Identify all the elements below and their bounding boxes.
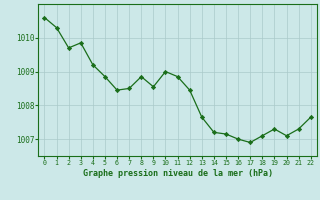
X-axis label: Graphe pression niveau de la mer (hPa): Graphe pression niveau de la mer (hPa) <box>83 169 273 178</box>
